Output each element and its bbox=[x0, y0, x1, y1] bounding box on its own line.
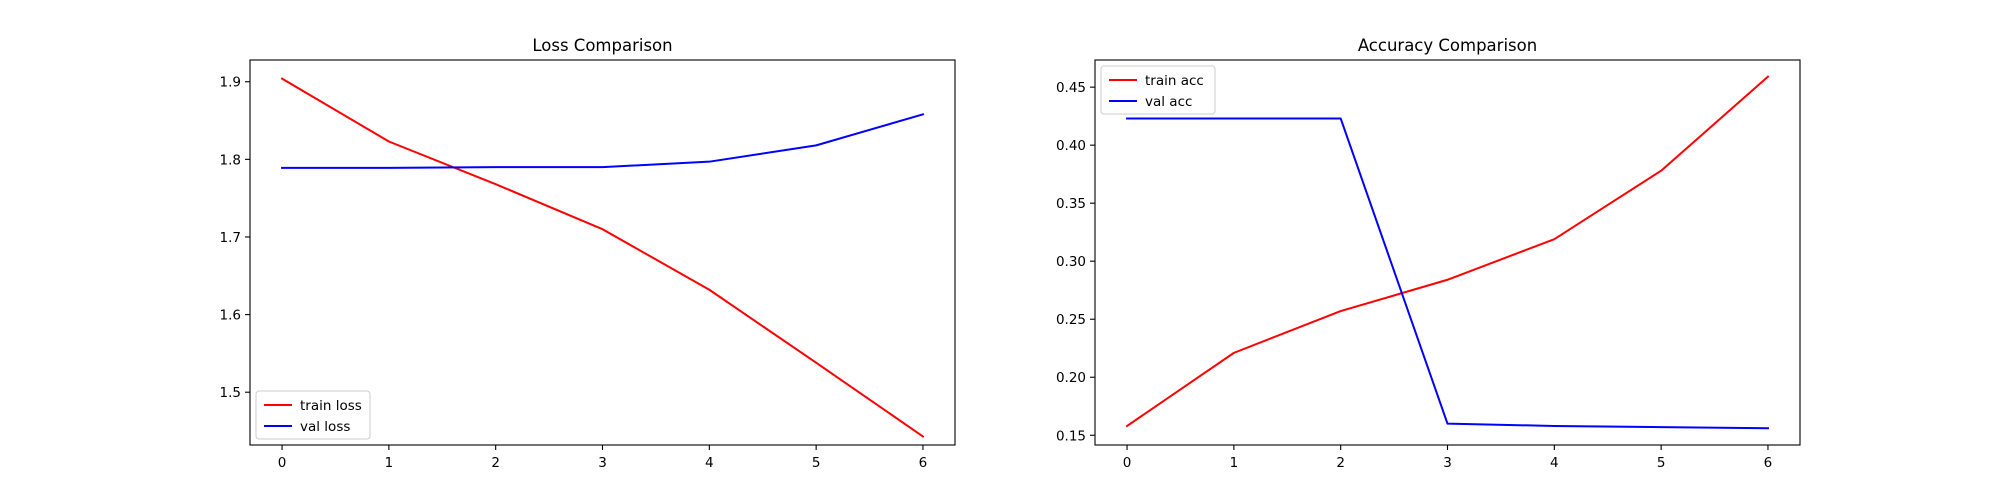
x-tick-label: 3 bbox=[598, 455, 607, 471]
x-tick-label: 4 bbox=[705, 455, 714, 471]
legend-label-train-acc: train acc bbox=[1145, 73, 1204, 89]
legend: train acc val acc bbox=[1100, 65, 1216, 115]
x-tick-label: 0 bbox=[278, 455, 287, 471]
y-tick-label: 1.8 bbox=[220, 152, 241, 168]
legend-label-val-loss: val loss bbox=[300, 419, 350, 435]
y-tick-label: 1.7 bbox=[220, 230, 241, 246]
x-tick-label: 5 bbox=[1657, 455, 1666, 471]
x-tick-label: 0 bbox=[1123, 455, 1132, 471]
x-tick-label: 6 bbox=[1764, 455, 1773, 471]
chart-title: Accuracy Comparison bbox=[1358, 36, 1537, 55]
x-tick-label: 2 bbox=[491, 455, 500, 471]
x-tick-label: 5 bbox=[812, 455, 821, 471]
x-tick-label: 1 bbox=[385, 455, 394, 471]
y-tick-label: 0.20 bbox=[1056, 370, 1086, 386]
chart-title: Loss Comparison bbox=[532, 36, 672, 55]
series-line-val-loss bbox=[281, 113, 925, 169]
y-tick-label: 0.45 bbox=[1056, 80, 1086, 96]
y-tick-label: 0.35 bbox=[1056, 196, 1086, 212]
x-tick-label: 1 bbox=[1230, 455, 1239, 471]
accuracy-comparison-chart: Accuracy Comparison 0 1 2 3 4 5 6 0.15 0.20 0.25 0.… bbox=[1056, 36, 1801, 471]
legend-label-train-loss: train loss bbox=[300, 398, 362, 414]
series-line-val-acc bbox=[1126, 117, 1769, 430]
y-tick-label: 0.25 bbox=[1056, 312, 1086, 328]
x-tick-label: 6 bbox=[919, 455, 928, 471]
series-line-train-acc bbox=[1125, 75, 1770, 428]
series-line-train-loss bbox=[280, 77, 925, 438]
y-tick-label: 1.5 bbox=[220, 385, 241, 401]
y-tick-label: 0.15 bbox=[1056, 428, 1086, 444]
y-tick-label: 0.30 bbox=[1056, 254, 1086, 270]
y-tick-label: 1.6 bbox=[220, 308, 241, 324]
legend-label-val-acc: val acc bbox=[1145, 94, 1192, 110]
x-tick-label: 4 bbox=[1550, 455, 1559, 471]
y-tick-label: 0.40 bbox=[1056, 138, 1086, 154]
x-tick-label: 3 bbox=[1443, 455, 1452, 471]
legend: train loss val loss bbox=[255, 390, 371, 440]
loss-comparison-chart: Loss Comparison 0 1 2 3 4 5 6 1.5 1.6 1.7 1.8 1.9 tra… bbox=[220, 36, 956, 471]
y-tick-label: 1.9 bbox=[220, 75, 241, 91]
x-tick-label: 2 bbox=[1336, 455, 1345, 471]
